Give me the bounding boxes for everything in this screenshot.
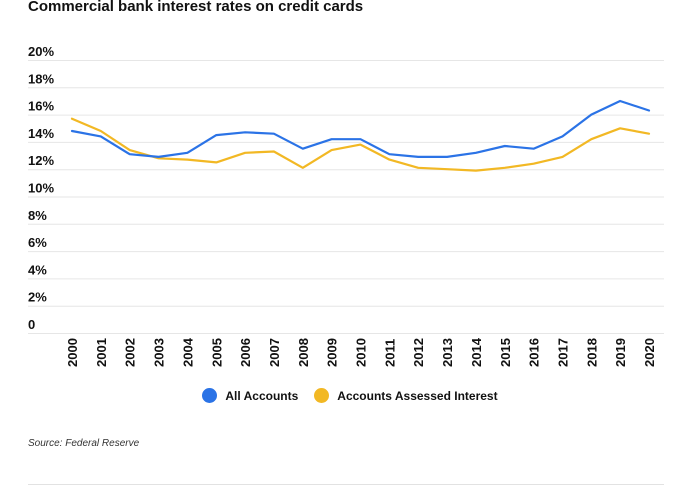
x-tick-label: 2018 xyxy=(584,338,599,367)
x-axis-ticks: 2000 2001 2002 2003 2004 2005 2006 2007 2008 2009… xyxy=(65,337,657,367)
x-tick-label: 2016 xyxy=(527,338,542,367)
y-tick-label: 0 xyxy=(28,317,35,332)
x-tick-label: 2001 xyxy=(94,338,109,367)
y-tick-label: 14% xyxy=(28,126,54,141)
x-tick-label: 2020 xyxy=(642,338,657,367)
y-tick-label: 2% xyxy=(28,290,47,305)
x-tick-label: 2009 xyxy=(325,338,340,367)
x-tick-label: 2006 xyxy=(238,338,253,367)
x-tick-label: 2008 xyxy=(296,338,311,367)
x-tick-label: 2003 xyxy=(152,338,167,367)
chart-title: Commercial bank interest rates on credit… xyxy=(28,0,364,15)
x-tick-label: 2010 xyxy=(354,338,369,367)
x-tick-label: 2011 xyxy=(382,339,397,367)
series-line-all-accounts xyxy=(70,99,651,158)
x-tick-label: 2019 xyxy=(613,338,628,367)
y-tick-label: 18% xyxy=(28,71,54,86)
grid xyxy=(28,60,664,334)
source-note: Source: Federal Reserve xyxy=(28,438,140,449)
x-tick-label: 2005 xyxy=(209,338,224,367)
legend: All Accounts Accounts Assessed Interest xyxy=(0,388,700,403)
series-lines xyxy=(70,99,651,172)
legend-item-accounts-assessed-interest[interactable]: Accounts Assessed Interest xyxy=(314,388,498,403)
x-tick-label: 2012 xyxy=(411,338,426,367)
x-tick-label: 2017 xyxy=(555,338,570,367)
x-tick-label: 2015 xyxy=(498,338,513,367)
footer-divider xyxy=(28,484,664,485)
legend-item-all-accounts[interactable]: All Accounts xyxy=(202,388,298,403)
x-tick-label: 2007 xyxy=(267,338,282,367)
y-tick-label: 8% xyxy=(28,208,47,223)
y-tick-label: 12% xyxy=(28,153,54,168)
y-tick-label: 10% xyxy=(28,181,54,196)
legend-marker xyxy=(202,388,218,403)
y-tick-label: 20% xyxy=(28,44,54,59)
x-tick-label: 2000 xyxy=(65,338,80,367)
legend-marker xyxy=(314,388,330,403)
legend-label: Accounts Assessed Interest xyxy=(337,388,498,403)
y-tick-label: 6% xyxy=(28,235,47,250)
y-tick-label: 4% xyxy=(28,262,47,277)
x-tick-label: 2014 xyxy=(469,337,484,367)
y-axis-ticks: 0 2% 4% 6% 8% 10% 12% 14% 16% 18% 20% xyxy=(28,44,54,332)
series-line-accounts-assessed-interest xyxy=(70,117,651,172)
y-tick-label: 16% xyxy=(28,99,54,114)
x-tick-label: 2004 xyxy=(180,337,195,367)
x-tick-label: 2013 xyxy=(440,338,455,367)
line-chart: 0 2% 4% 6% 8% 10% 12% 14% 16% 18% 20% 2000 2001 2002… xyxy=(28,44,664,367)
legend-label: All Accounts xyxy=(225,388,299,403)
x-tick-label: 2002 xyxy=(123,338,138,367)
